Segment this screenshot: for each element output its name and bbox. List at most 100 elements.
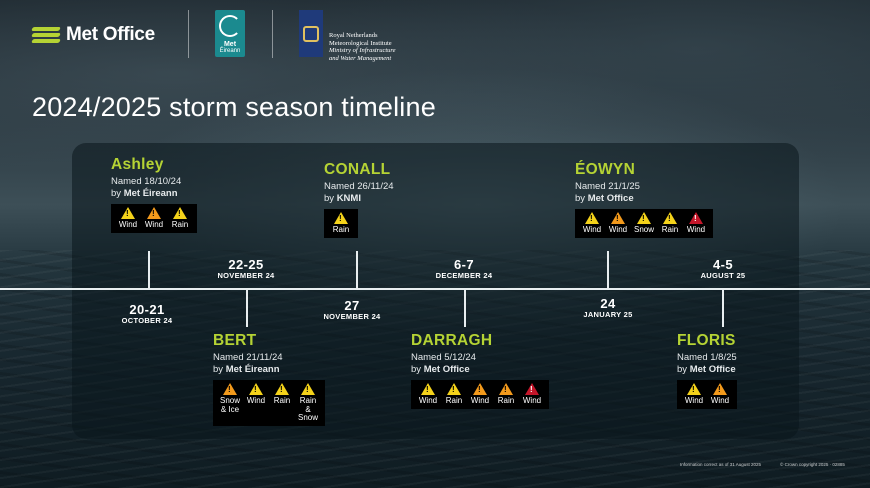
warning-label: Rain (445, 396, 463, 405)
warning-label: Rain (497, 396, 515, 405)
warning-strip: Snow& Ice Wind Rain Rain& Snow (213, 380, 325, 426)
warning-triangle-icon (249, 383, 263, 395)
warning-strip: Wind Wind (677, 380, 737, 409)
warning-triangle-icon (121, 207, 135, 219)
date-month: NOVEMBER 24 (323, 312, 381, 321)
warning-label: Wind (684, 396, 704, 405)
timeline-tick (246, 289, 248, 327)
warning-triangle-icon (637, 212, 651, 224)
date-label: 20-21 OCTOBER 24 (87, 302, 207, 325)
warning-yellow: Wind (243, 383, 269, 423)
knmi-line: and Water Management (329, 54, 392, 62)
knmi-line: Ministry of Infrastructure (329, 47, 396, 54)
date-month: OCTOBER 24 (121, 316, 173, 325)
date-day: 20-21 (129, 302, 165, 317)
storm-named-date: Named 21/1/25 (575, 181, 640, 192)
warning-label: Wind (608, 225, 628, 234)
storm-named-date: Named 5/12/24 (411, 352, 476, 363)
warning-strip: Rain (324, 209, 358, 238)
storm-name: CONALL (324, 161, 391, 178)
warning-red: Wind (519, 383, 545, 406)
date-month: JANUARY 25 (583, 310, 633, 319)
storm-named-date: Named 1/8/25 (677, 352, 737, 363)
timeline-axis (0, 288, 870, 290)
warning-triangle-icon (147, 207, 161, 219)
warning-yellow: Rain (441, 383, 467, 406)
met-eireann-swirl-icon (219, 15, 241, 37)
warning-yellow: Wind (681, 383, 707, 406)
warning-triangle-icon (663, 212, 677, 224)
footer-info: Information correct as of 31 August 2025 (680, 462, 762, 467)
warning-triangle-icon (689, 212, 703, 224)
date-label: 24 JANUARY 25 (548, 296, 668, 319)
storm-card-bert: BERT Named 21/11/24 by Met Éireann Snow&… (213, 332, 325, 426)
warning-label: Wind (710, 396, 730, 405)
date-day: 4-5 (713, 257, 733, 272)
warning-label: Snow & Ice (219, 396, 240, 414)
storm-named-by: by Met Office (677, 364, 736, 375)
knmi-logo: Royal Netherlands Meteorological Institu… (299, 10, 396, 62)
timeline-tick (356, 251, 358, 289)
logo-separator (272, 10, 273, 58)
warning-triangle-icon (301, 383, 315, 395)
date-label: 6-7 DECEMBER 24 (404, 257, 524, 280)
warning-yellow: Wind (579, 212, 605, 235)
storm-named-by: by Met Office (411, 364, 470, 375)
storm-name: ÉOWYN (575, 161, 636, 178)
warning-triangle-icon (275, 383, 289, 395)
warning-triangle-icon (334, 212, 348, 224)
warning-triangle-icon (585, 212, 599, 224)
storm-card-conall: CONALL Named 26/11/24 by KNMI Rain (324, 161, 394, 238)
warning-strip: Wind Wind Snow Rain Wind (575, 209, 713, 238)
warning-triangle-icon (713, 383, 727, 395)
storm-named-by: by Met Éireann (111, 188, 178, 199)
timeline-tick (464, 289, 466, 327)
storm-card-ashley: Ashley Named 18/10/24 by Met Éireann Win… (111, 156, 197, 233)
warning-label: Rain (171, 220, 189, 229)
date-day: 22-25 (228, 257, 264, 272)
warning-label: Rain (273, 396, 291, 405)
warning-yellow: Wind (115, 207, 141, 230)
date-day: 24 (600, 296, 616, 311)
warning-yellow: Rain& Snow (295, 383, 321, 423)
storm-name: DARRAGH (411, 332, 493, 349)
warning-yellow: Snow (631, 212, 657, 235)
warning-amber: Snow& Ice (217, 383, 243, 423)
met-eireann-logo: Met Éireann (215, 10, 245, 57)
knmi-crest-icon (299, 10, 323, 57)
knmi-line: Royal Netherlands (329, 32, 378, 39)
met-eireann-logo-line1: Met (223, 41, 237, 48)
warning-label: Rain (661, 225, 679, 234)
footer-copyright: © Crown copyright 2025 · 02885 (780, 462, 845, 467)
warning-triangle-icon (525, 383, 539, 395)
warning-yellow: Rain (657, 212, 683, 235)
warning-label: Wind (144, 220, 164, 229)
storm-card-floris: FLORIS Named 1/8/25 by Met Office WindWi… (677, 332, 737, 409)
warning-amber: Wind (707, 383, 733, 406)
storm-name: Ashley (111, 156, 164, 173)
warning-yellow: Rain (269, 383, 295, 423)
timeline-tick (607, 251, 609, 289)
warning-label: Rain (332, 225, 350, 234)
warning-triangle-icon (173, 207, 187, 219)
warning-triangle-icon (447, 383, 461, 395)
storm-card-eowyn: ÉOWYN Named 21/1/25 by Met Office WindWi… (575, 161, 713, 238)
page-title: 2024/2025 storm season timeline (32, 92, 436, 122)
storm-name: FLORIS (677, 332, 736, 349)
warning-label: Wind (118, 220, 138, 229)
met-eireann-logo-line2: Éireann (219, 48, 241, 54)
date-label: 4-5 AUGUST 25 (663, 257, 783, 280)
logo-separator (188, 10, 189, 58)
storm-named-date: Named 18/10/24 (111, 176, 182, 187)
warning-triangle-icon (499, 383, 513, 395)
date-month: DECEMBER 24 (435, 271, 493, 280)
warning-amber: Wind (467, 383, 493, 406)
date-month: AUGUST 25 (700, 271, 746, 280)
warning-label: Wind (686, 225, 706, 234)
storm-named-by: by Met Éireann (213, 364, 280, 375)
storm-named-by: by KNMI (324, 193, 361, 204)
warning-amber: Rain (493, 383, 519, 406)
storm-named-date: Named 26/11/24 (324, 181, 394, 192)
warning-amber: Wind (141, 207, 167, 230)
storm-named-date: Named 21/11/24 (213, 352, 283, 363)
